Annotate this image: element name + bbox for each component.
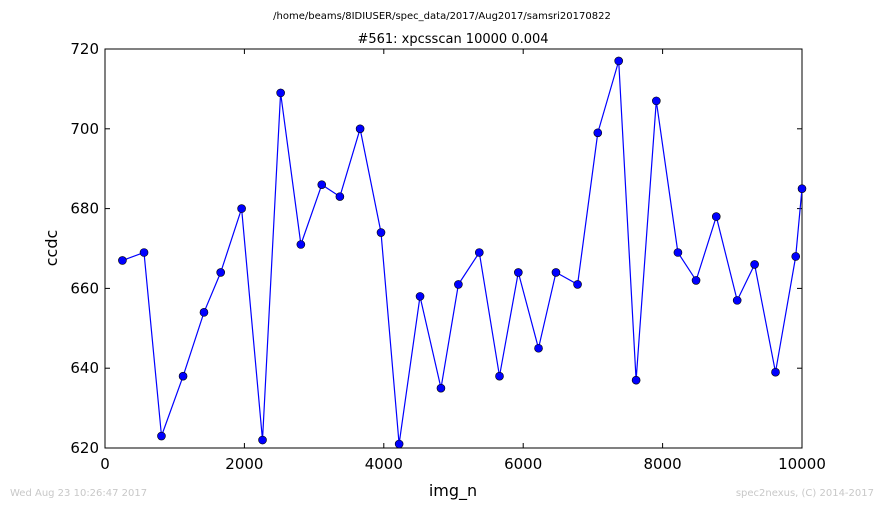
- figure-suptitle: /home/beams/8IDIUSER/spec_data/2017/Aug2…: [273, 11, 611, 22]
- plot-area: [104, 48, 803, 449]
- data-point: [216, 268, 226, 277]
- x-tick-label: 8000: [644, 455, 682, 473]
- data-point: [614, 56, 623, 66]
- data-point: [335, 192, 345, 201]
- y-tick-label: 620: [70, 439, 99, 457]
- data-point: [771, 367, 780, 377]
- y-tick-label: 720: [70, 40, 99, 58]
- footer-credit: spec2nexus, (C) 2014-2017: [735, 488, 874, 499]
- y-axis-label: ccdc: [42, 230, 61, 267]
- data-point: [118, 256, 127, 265]
- x-axis-label: img_n: [429, 481, 477, 501]
- data-point: [631, 375, 641, 385]
- footer-timestamp: Wed Aug 23 10:26:47 2017: [10, 488, 148, 499]
- data-point: [139, 248, 149, 257]
- series-group: [118, 56, 807, 449]
- data-point: [551, 268, 561, 277]
- data-point: [258, 435, 267, 445]
- data-point: [514, 268, 523, 277]
- y-tick-label: 660: [70, 279, 99, 297]
- x-axis: 0 2000 4000 6000 8000 10000: [100, 49, 826, 473]
- data-point: [573, 280, 582, 289]
- y-axis: 620 640 660 680 700 720: [70, 40, 802, 457]
- data-point: [732, 296, 742, 305]
- x-tick-label: 4000: [365, 455, 403, 473]
- data-point: [474, 248, 484, 257]
- x-tick-label: 2000: [225, 455, 263, 473]
- data-point: [296, 240, 306, 249]
- data-point: [276, 88, 285, 98]
- data-point: [237, 204, 246, 213]
- x-tick-label: 6000: [504, 455, 542, 473]
- data-point: [797, 184, 807, 193]
- data-point: [750, 260, 759, 269]
- data-point: [652, 96, 661, 106]
- data-point: [355, 124, 365, 134]
- data-point: [436, 383, 446, 393]
- y-tick-label: 700: [70, 120, 99, 138]
- data-point: [199, 308, 209, 317]
- data-point: [317, 180, 327, 189]
- data-point: [376, 228, 386, 237]
- data-point: [454, 280, 463, 289]
- data-point: [791, 252, 801, 261]
- data-point: [394, 439, 404, 449]
- data-point: [495, 371, 504, 381]
- data-point: [711, 212, 721, 221]
- data-point: [691, 276, 701, 285]
- data-point: [415, 292, 425, 301]
- y-tick-label: 640: [70, 359, 99, 377]
- y-tick-label: 680: [70, 200, 99, 218]
- chart-title: #561: xpcsscan 10000 0.004: [357, 32, 548, 47]
- x-tick-label: 10000: [778, 455, 826, 473]
- data-point: [157, 431, 166, 441]
- data-point: [673, 248, 683, 257]
- series-line: [122, 60, 803, 445]
- data-point: [593, 128, 603, 138]
- data-point: [534, 343, 543, 353]
- data-point: [178, 371, 188, 381]
- x-tick-label: 0: [100, 455, 110, 473]
